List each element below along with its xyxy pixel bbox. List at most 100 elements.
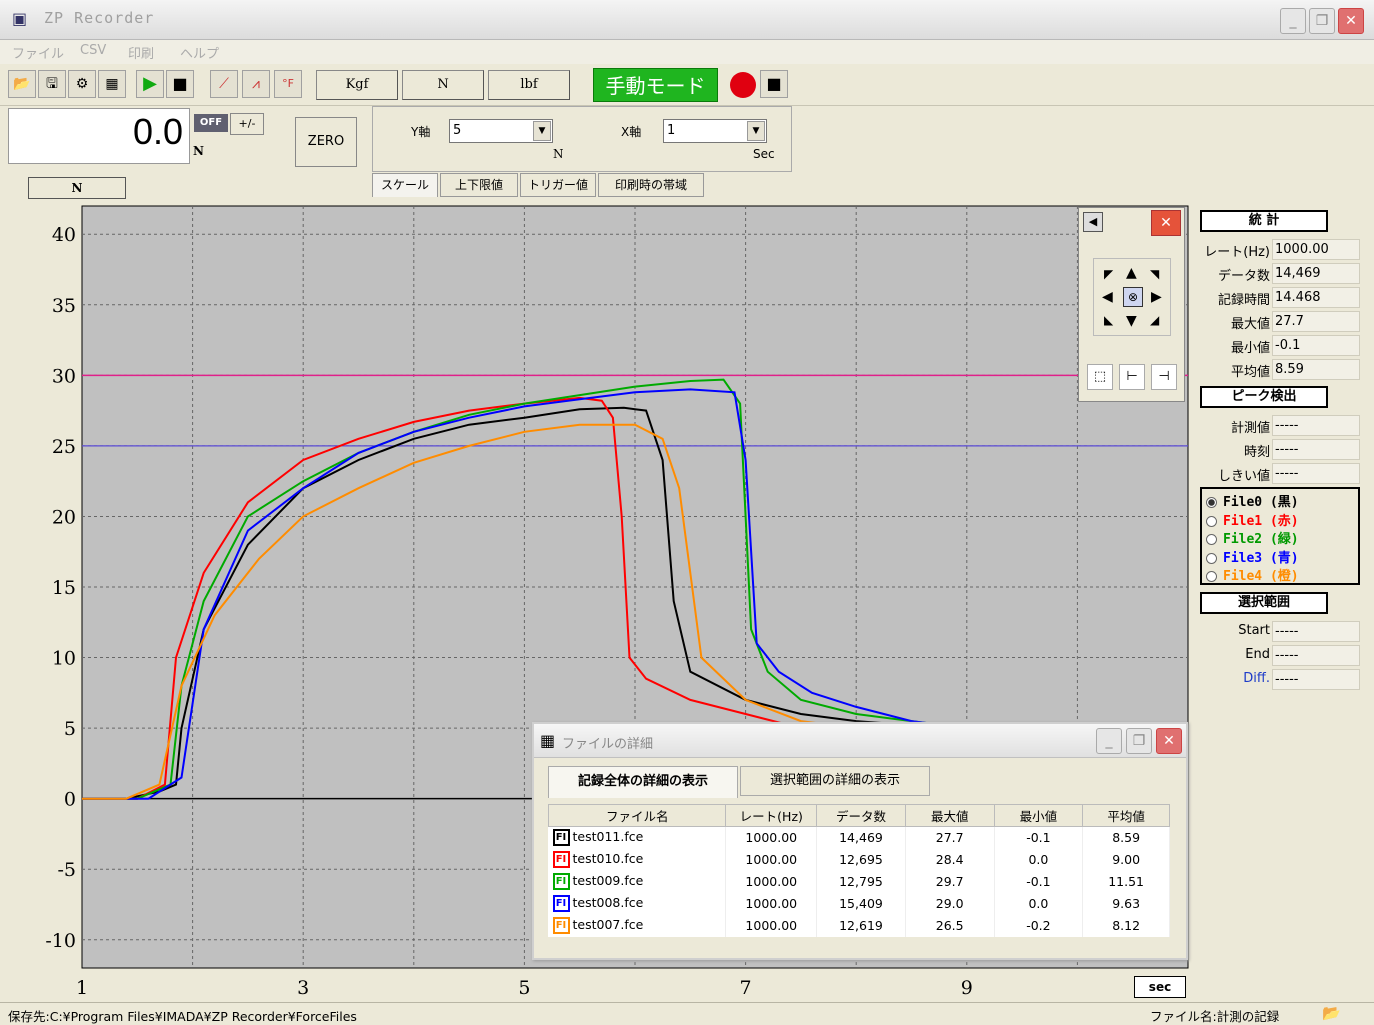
x-unit-label: sec: [1134, 976, 1186, 998]
status-bar: 保存先:C:¥Program Files¥IMADA¥ZP Recorder¥F…: [0, 1002, 1374, 1024]
series-line-0: [82, 406, 1078, 800]
range-cursor-icon[interactable]: ⊢: [1119, 364, 1145, 390]
play-icon[interactable]: ▶: [136, 70, 164, 98]
table-header[interactable]: 最小値: [993, 804, 1084, 827]
table-header[interactable]: ファイル名: [547, 804, 727, 827]
unit-n-button[interactable]: N: [402, 70, 484, 100]
tab-print-band[interactable]: 印刷時の帯域: [598, 173, 704, 197]
detail-title: ファイルの詳細: [562, 737, 654, 752]
save-icon[interactable]: 🖫: [38, 70, 66, 98]
arrow-up-left-icon[interactable]: ◤: [1104, 267, 1114, 281]
settings-icon[interactable]: ⚙: [68, 70, 96, 98]
y-tick-label: 40: [52, 224, 76, 246]
arrow-up-right-icon[interactable]: ◥: [1150, 267, 1160, 281]
maximize-button[interactable]: ❐: [1309, 8, 1335, 34]
table-row[interactable]: FI test009.fce 1000.00 12,795 29.7 -0.1 11.51: [548, 870, 1170, 893]
radio-button[interactable]: [1206, 515, 1217, 527]
stats-header: 統 計: [1200, 210, 1328, 232]
record-stop-icon[interactable]: ■: [760, 70, 788, 98]
off-button[interactable]: OFF: [194, 114, 228, 132]
table-header[interactable]: レート(Hz): [725, 804, 818, 827]
radio-button[interactable]: [1206, 552, 1217, 564]
sign-button[interactable]: +/-: [230, 113, 264, 135]
pan-control[interactable]: ◤ ▲ ◥ ◀ ⊗ ▶ ◣ ▼ ◢: [1093, 258, 1171, 336]
cell-rate: 1000.00: [725, 848, 818, 871]
display-unit: N: [193, 144, 204, 158]
detail-minimize-button[interactable]: _: [1096, 728, 1122, 754]
arrow-left-icon[interactable]: ◀: [1102, 289, 1113, 305]
arrow-down-right-icon[interactable]: ◢: [1150, 313, 1160, 327]
menu-print[interactable]: 印刷: [128, 47, 155, 62]
file-label: File3 (青): [1223, 550, 1299, 566]
file-radio-item[interactable]: File4 (橙): [1206, 565, 1299, 584]
file-label: File0 (黒): [1223, 495, 1299, 510]
menu-help[interactable]: ヘルプ: [180, 47, 220, 62]
y-axis-value: 5: [453, 123, 462, 138]
file-name-cell: FI test007.fce: [548, 914, 727, 937]
table-row[interactable]: FI test010.fce 1000.00 12,695 28.4 0.0 9.00: [548, 848, 1170, 871]
file-radio-item[interactable]: File2 (緑): [1206, 528, 1299, 547]
table-header[interactable]: 最大値: [904, 804, 995, 827]
detail-maximize-button[interactable]: ❐: [1126, 728, 1152, 754]
menu-file[interactable]: ファイル: [12, 47, 65, 62]
detail-close-button[interactable]: ✕: [1156, 728, 1182, 754]
table-header[interactable]: データ数: [816, 804, 906, 827]
zero-button[interactable]: ZERO: [295, 117, 357, 167]
y-axis-select[interactable]: 5 ▼: [449, 119, 553, 143]
chart-icon[interactable]: ⟋: [210, 70, 238, 98]
file-radio-item[interactable]: File3 (青): [1206, 547, 1299, 566]
cell-max: 28.4: [905, 848, 995, 871]
open-folder-icon[interactable]: 📂: [8, 70, 36, 98]
close-button[interactable]: ✕: [1338, 8, 1364, 34]
manual-mode-button[interactable]: 手動モード: [593, 68, 718, 102]
y-tick-label: 0: [64, 789, 76, 811]
tab-trigger[interactable]: トリガー値: [520, 173, 596, 197]
arrow-right-icon[interactable]: ▶: [1151, 289, 1162, 305]
tab-scale[interactable]: スケール: [372, 173, 438, 197]
peak-cursor-icon[interactable]: ⊣: [1151, 364, 1177, 390]
select-cursor-icon[interactable]: ⬚: [1087, 364, 1113, 390]
table-row[interactable]: FI test008.fce 1000.00 15,409 29.0 0.0 9.63: [548, 892, 1170, 915]
cell-count: 14,469: [816, 826, 906, 849]
stat-key: しきい値: [1217, 469, 1270, 484]
table-row[interactable]: FI test011.fce 1000.00 14,469 27.7 -0.1 8.59: [548, 826, 1170, 849]
table-header[interactable]: 平均値: [1082, 804, 1170, 827]
radio-button[interactable]: [1206, 497, 1217, 508]
y-tick-label: 10: [52, 648, 76, 670]
tab-all-details[interactable]: 記録全体の詳細の表示: [548, 766, 738, 798]
stat-key: Start: [1238, 623, 1270, 638]
folder-icon[interactable]: 📂: [1322, 1004, 1341, 1022]
unit-kgf-button[interactable]: Kgf: [316, 70, 398, 100]
x-axis-select[interactable]: 1 ▼: [663, 119, 767, 143]
file-name: test010.fce: [572, 851, 644, 866]
cell-count: 15,409: [816, 892, 906, 915]
chart-scale-icon[interactable]: °F: [274, 70, 302, 98]
radio-button[interactable]: [1206, 571, 1217, 582]
radio-button[interactable]: [1206, 534, 1217, 545]
arrow-up-icon[interactable]: ▲: [1126, 265, 1137, 281]
table-row[interactable]: FI test007.fce 1000.00 12,619 26.5 -0.2 8.12: [548, 914, 1170, 937]
series-line-4: [82, 423, 857, 800]
y-tick-label: 15: [52, 577, 76, 599]
stat-key: データ数: [1217, 269, 1270, 284]
close-icon[interactable]: ✕: [1151, 210, 1181, 236]
stop-icon[interactable]: ■: [166, 70, 194, 98]
stat-key: 記録時間: [1217, 293, 1270, 308]
record-icon[interactable]: [730, 72, 756, 98]
menu-csv[interactable]: CSV: [80, 43, 107, 58]
collapse-icon[interactable]: ◀: [1083, 212, 1103, 232]
stat-key: 最小値: [1230, 341, 1270, 356]
unit-lbf-button[interactable]: lbf: [488, 70, 570, 100]
file-radio-item[interactable]: File1 (赤): [1206, 510, 1299, 529]
file-icon: FI: [552, 829, 570, 847]
chevron-down-icon: ▼: [533, 121, 551, 141]
tab-limits[interactable]: 上下限値: [440, 173, 518, 197]
chart-peak-icon[interactable]: ⩘: [242, 70, 270, 98]
zoom-icon[interactable]: ⊗: [1123, 287, 1143, 307]
arrow-down-icon[interactable]: ▼: [1126, 313, 1137, 329]
tab-range-details[interactable]: 選択範囲の詳細の表示: [740, 766, 930, 796]
minimize-button[interactable]: _: [1280, 8, 1306, 34]
grid-icon[interactable]: ▦: [98, 70, 126, 98]
arrow-down-left-icon[interactable]: ◣: [1104, 313, 1114, 327]
file-radio-item[interactable]: File0 (黒): [1206, 491, 1299, 510]
